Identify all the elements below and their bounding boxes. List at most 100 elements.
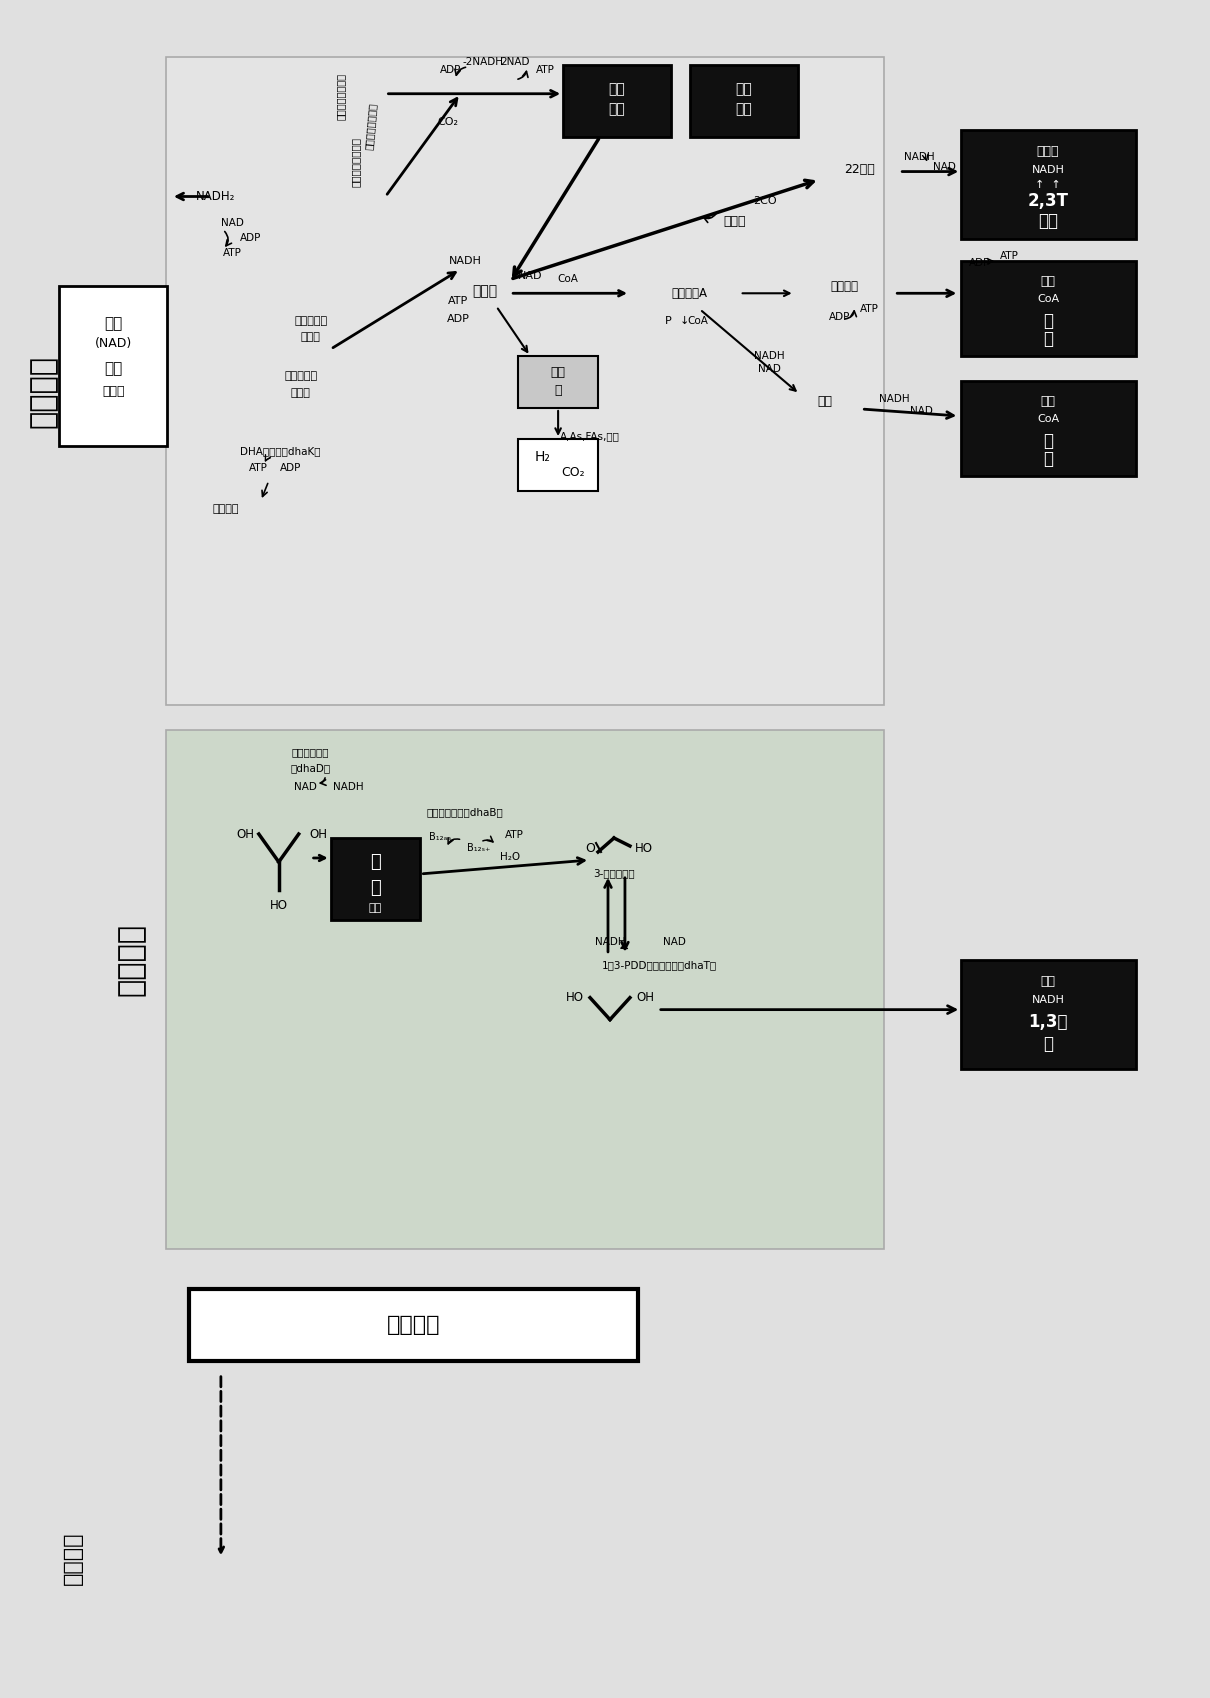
Text: （dhaD）: （dhaD） (290, 762, 330, 773)
Text: NADH: NADH (449, 256, 482, 267)
Text: HO: HO (566, 992, 584, 1004)
Text: NADH: NADH (904, 151, 934, 161)
Text: 磷酸磷酸丙酮酸酯: 磷酸磷酸丙酮酸酯 (335, 73, 346, 121)
Bar (563, 65, 670, 136)
Text: 丙酮酸: 丙酮酸 (1037, 144, 1059, 158)
Text: 二羟丙酮: 二羟丙酮 (213, 504, 240, 514)
Text: CO₂: CO₂ (561, 467, 584, 479)
Bar (961, 959, 1136, 1070)
Text: 1,3二: 1,3二 (1028, 1012, 1067, 1031)
Text: ATP: ATP (999, 251, 1019, 261)
Text: 磷酸磷酸丙酮酸酯: 磷酸磷酸丙酮酸酯 (363, 104, 378, 151)
Text: 乙: 乙 (1043, 312, 1053, 329)
Text: ADP: ADP (446, 314, 469, 324)
Text: 盐: 盐 (554, 384, 561, 397)
Text: A,As,FAs,能量: A,As,FAs,能量 (560, 431, 620, 441)
Text: ATP: ATP (536, 65, 554, 75)
Text: CO₂: CO₂ (438, 117, 459, 127)
Text: 磷酸化: 磷酸化 (102, 384, 125, 397)
Text: 甘油: 甘油 (1041, 975, 1055, 988)
Text: 二醇: 二醇 (1038, 212, 1058, 231)
Text: ATP: ATP (224, 248, 242, 258)
Text: 2,3T: 2,3T (1027, 192, 1068, 211)
Text: 酸: 酸 (1043, 329, 1053, 348)
Text: ↑  ↑: ↑ ↑ (1035, 180, 1061, 190)
Text: 3-羟基丙酸醛: 3-羟基丙酸醛 (593, 868, 635, 878)
Bar (961, 380, 1136, 475)
Text: HO: HO (635, 842, 653, 854)
Bar (961, 261, 1136, 357)
Text: 2CO: 2CO (753, 197, 777, 207)
Text: (NAD): (NAD) (94, 336, 132, 350)
Text: NAD: NAD (294, 783, 317, 793)
Text: 1，3-PDD氧化还原酶（dhaT）: 1，3-PDD氧化还原酶（dhaT） (603, 959, 718, 970)
Text: ADP: ADP (439, 65, 461, 75)
Text: ADP: ADP (829, 312, 851, 323)
Text: 氧化: 氧化 (104, 316, 122, 331)
Text: ADP: ADP (240, 233, 261, 243)
Text: 糖原: 糖原 (609, 82, 626, 95)
Text: 丙酮酸: 丙酮酸 (724, 216, 745, 228)
Text: NADH₂: NADH₂ (196, 190, 236, 204)
Text: ADP: ADP (280, 464, 301, 472)
Text: P: P (664, 316, 672, 326)
Text: 22乙酰: 22乙酰 (845, 163, 875, 177)
Text: NAD: NAD (933, 161, 956, 171)
Text: 2NAD: 2NAD (501, 56, 530, 66)
Text: ↓: ↓ (680, 316, 690, 326)
Bar (690, 65, 797, 136)
Text: 厕氧呼吸: 厕氧呼吸 (116, 924, 145, 997)
Text: NAD: NAD (518, 272, 542, 282)
Text: 二羟基丙酮: 二羟基丙酮 (284, 372, 317, 380)
Text: 途径: 途径 (104, 362, 122, 377)
Text: 醇: 醇 (1043, 450, 1053, 469)
Text: H₂O: H₂O (500, 852, 520, 863)
Text: NADH: NADH (878, 394, 910, 404)
Text: 阻断途径: 阻断途径 (387, 1314, 440, 1335)
Text: 丙三酧脱水酶（dhaB）: 丙三酧脱水酶（dhaB） (427, 807, 503, 817)
Text: NADH: NADH (754, 351, 785, 362)
Text: CoA: CoA (558, 275, 578, 284)
Text: NAD: NAD (221, 219, 244, 229)
Text: CoA: CoA (1037, 414, 1059, 424)
Text: 磷酸酯: 磷酸酯 (290, 389, 311, 397)
Text: ATP: ATP (249, 464, 269, 472)
Text: 乙醉: 乙醉 (817, 394, 832, 408)
Text: NADH: NADH (333, 783, 364, 793)
Text: 氧化途径: 氧化途径 (29, 355, 58, 428)
Text: 磷酸磷酸丙酮酸酯: 磷酸磷酸丙酮酸酯 (351, 136, 361, 187)
Text: HO: HO (270, 900, 288, 912)
Text: ATP: ATP (505, 830, 524, 841)
Text: 丙酮酸: 丙酮酸 (473, 284, 497, 299)
Text: 代谢: 代谢 (736, 102, 753, 117)
Text: 丙三醇脱氢酶: 丙三醇脱氢酶 (292, 747, 329, 757)
Text: 需氧呼吸: 需氧呼吸 (63, 1532, 83, 1586)
Text: OH: OH (237, 827, 255, 841)
Text: 甘: 甘 (370, 852, 381, 871)
Text: CoA: CoA (687, 316, 708, 326)
Text: NADH: NADH (594, 937, 626, 947)
Bar (518, 357, 598, 408)
Bar (961, 129, 1136, 239)
Text: 乙: 乙 (1043, 431, 1053, 450)
Text: 三醇: 三醇 (369, 903, 382, 914)
Text: NADH: NADH (1032, 165, 1065, 175)
Text: CoA: CoA (1037, 294, 1059, 304)
Text: NAD: NAD (910, 406, 933, 416)
Text: 乙酰: 乙酰 (1041, 394, 1055, 408)
Text: NAD: NAD (759, 363, 782, 374)
Text: H₂: H₂ (534, 450, 551, 464)
Text: 乙酰磷酸: 乙酰磷酸 (830, 280, 858, 292)
Text: OH: OH (636, 992, 653, 1004)
Text: DHA活化酶（dhaK）: DHA活化酶（dhaK） (241, 447, 321, 457)
Text: -2NADH: -2NADH (462, 56, 503, 66)
Text: ADP: ADP (968, 258, 990, 268)
Text: 二羟基丙酮: 二羟基丙酮 (294, 316, 327, 326)
Bar (166, 730, 885, 1250)
Text: 中枢: 中枢 (736, 82, 753, 95)
Bar (59, 287, 167, 447)
Text: 乙酰: 乙酰 (1041, 275, 1055, 287)
Text: NAD: NAD (663, 937, 686, 947)
Text: 磷酸酯: 磷酸酯 (301, 333, 321, 343)
Text: O: O (586, 842, 595, 854)
